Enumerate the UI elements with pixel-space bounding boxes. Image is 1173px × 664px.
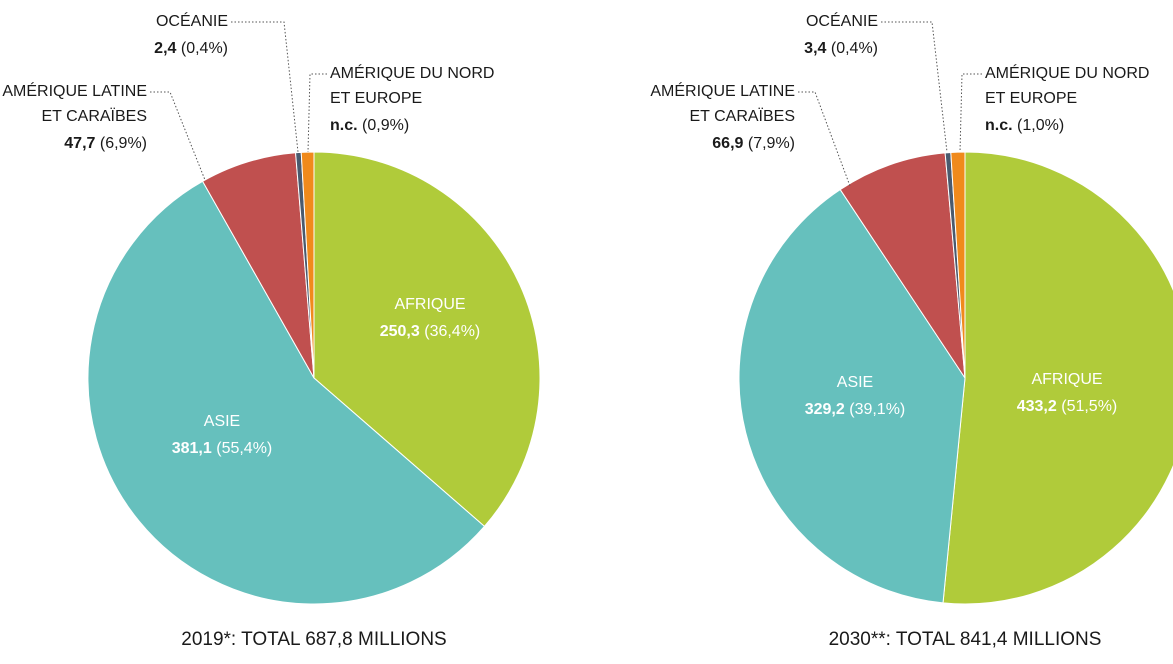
slice-amount: 329,2 <box>805 401 845 418</box>
slice-value: n.c. (1,0%) <box>985 117 1064 134</box>
slice-label: ASIE <box>837 374 873 391</box>
slice-label: OCÉANIE <box>156 11 228 30</box>
slice-label: AFRIQUE <box>394 296 465 313</box>
pie-slice <box>950 151 966 379</box>
slice-amount: 381,1 <box>172 440 212 457</box>
pie-chart: AFRIQUE 250,3 (36,4%) ASIE 381,1 (55,4%) AMÉ… <box>2 11 541 650</box>
slice-percent: (51,5%) <box>1061 398 1117 415</box>
slice-value: n.c. (0,9%) <box>330 117 409 134</box>
slice-value: 2,4 (0,4%) <box>154 40 228 57</box>
slice-amount: 250,3 <box>380 323 420 340</box>
leader-line <box>798 91 851 187</box>
slice-amount: 47,7 <box>64 135 95 152</box>
slice-label: AMÉRIQUE DU NORD <box>330 63 494 82</box>
pie-slice <box>942 151 1173 605</box>
slice-percent: (39,1%) <box>849 401 905 418</box>
slice-value: 433,2 (51,5%) <box>1017 398 1118 415</box>
slice-label: ASIE <box>204 413 240 430</box>
slice-percent: (55,4%) <box>216 440 272 457</box>
slice-amount: 3,4 <box>804 40 826 57</box>
slice-label: AMÉRIQUE LATINE <box>2 81 147 100</box>
slice-percent: (36,4%) <box>424 323 480 340</box>
slice-amount: n.c. <box>330 117 358 134</box>
slice-value: 381,1 (55,4%) <box>172 440 273 457</box>
slice-label: ET CARAÏBES <box>41 107 147 125</box>
slice-percent: (6,9%) <box>100 135 147 152</box>
chart-title: 2019*: TOTAL 687,8 MILLIONS <box>181 629 446 650</box>
slice-label: ET EUROPE <box>330 90 422 107</box>
slice-label: OCÉANIE <box>806 11 878 30</box>
slice-label: ET CARAÏBES <box>689 107 795 125</box>
leader-line <box>307 73 327 153</box>
pie-slice <box>313 151 541 528</box>
pie-slice <box>839 152 966 379</box>
slice-amount: 2,4 <box>154 40 176 57</box>
leader-line <box>881 21 948 153</box>
leader-line <box>959 73 982 153</box>
leader-line <box>150 91 206 181</box>
slice-label: AMÉRIQUE LATINE <box>650 81 795 100</box>
slice-percent: (0,4%) <box>181 40 228 57</box>
slice-label: AFRIQUE <box>1031 371 1102 388</box>
slice-value: 250,3 (36,4%) <box>380 323 481 340</box>
slice-percent: (0,4%) <box>831 40 878 57</box>
slice-label: ET EUROPE <box>985 90 1077 107</box>
leader-line <box>231 21 299 153</box>
slice-value: 66,9 (7,9%) <box>712 135 795 152</box>
slice-percent: (7,9%) <box>748 135 795 152</box>
pie-slice <box>300 151 315 379</box>
pie-slice <box>87 180 486 605</box>
slice-percent: (1,0%) <box>1017 117 1064 134</box>
pie-chart: AFRIQUE 433,2 (51,5%) ASIE 329,2 (39,1%) AMÉ… <box>650 11 1173 650</box>
slice-amount: 433,2 <box>1017 398 1057 415</box>
slice-label: AMÉRIQUE DU NORD <box>985 63 1149 82</box>
slice-value: 329,2 (39,1%) <box>805 401 906 418</box>
slice-amount: 66,9 <box>712 135 743 152</box>
slice-value: 3,4 (0,4%) <box>804 40 878 57</box>
slice-percent: (0,9%) <box>362 117 409 134</box>
chart-title: 2030**: TOTAL 841,4 MILLIONS <box>829 629 1102 650</box>
slice-amount: n.c. <box>985 117 1013 134</box>
slice-value: 47,7 (6,9%) <box>64 135 147 152</box>
